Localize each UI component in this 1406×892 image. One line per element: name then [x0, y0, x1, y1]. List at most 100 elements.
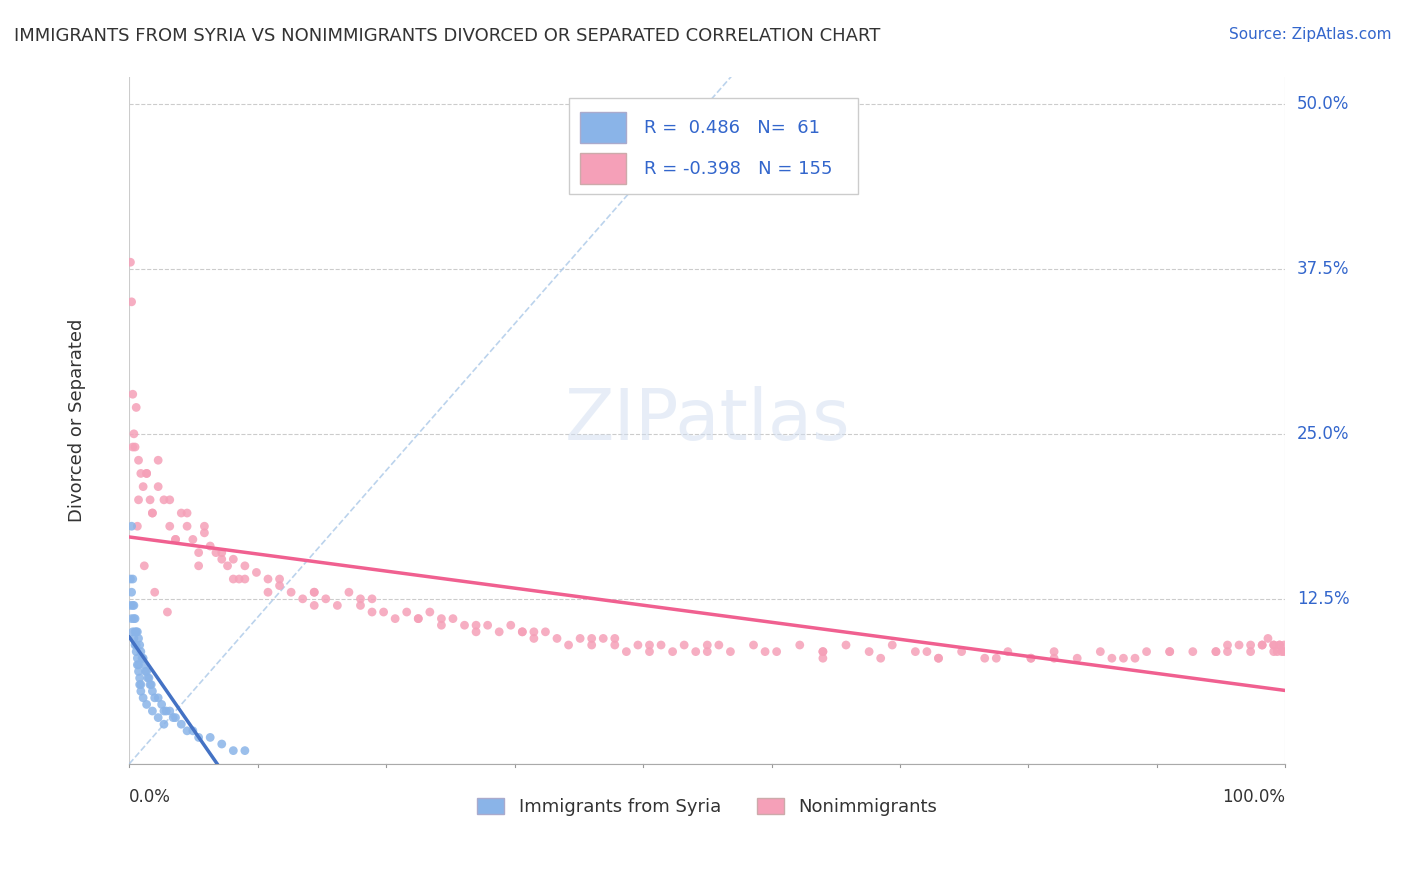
Point — [128, 671, 150, 685]
Point — [1159, 645, 1181, 659]
Point — [187, 731, 209, 745]
Point — [1268, 638, 1291, 652]
Point — [245, 566, 267, 580]
Point — [124, 624, 146, 639]
Point — [789, 638, 811, 652]
Point — [170, 717, 193, 731]
Point — [159, 492, 181, 507]
Point — [361, 605, 384, 619]
Text: 0.0%: 0.0% — [129, 788, 172, 805]
Point — [211, 552, 233, 566]
Point — [124, 638, 146, 652]
Point — [465, 624, 488, 639]
Point — [121, 599, 143, 613]
Text: IMMIGRANTS FROM SYRIA VS NONIMMIGRANTS DIVORCED OR SEPARATED CORRELATION CHART: IMMIGRANTS FROM SYRIA VS NONIMMIGRANTS D… — [14, 27, 880, 45]
Point — [205, 546, 228, 560]
Point — [165, 533, 187, 547]
FancyBboxPatch shape — [581, 112, 626, 143]
Point — [1227, 638, 1250, 652]
Point — [143, 585, 166, 599]
Point — [927, 651, 949, 665]
Point — [187, 558, 209, 573]
Point — [315, 591, 337, 606]
Point — [124, 440, 146, 454]
Point — [257, 585, 280, 599]
Point — [811, 645, 834, 659]
Point — [1251, 638, 1274, 652]
Point — [127, 624, 149, 639]
Point — [973, 651, 995, 665]
Point — [765, 645, 787, 659]
Point — [132, 690, 155, 705]
Point — [134, 657, 156, 672]
Point — [1263, 638, 1285, 652]
Point — [131, 651, 153, 665]
Point — [128, 492, 150, 507]
Point — [592, 632, 614, 646]
Point — [603, 632, 626, 646]
Point — [523, 624, 546, 639]
Point — [193, 525, 215, 540]
Point — [141, 506, 163, 520]
Point — [176, 506, 198, 520]
Point — [138, 671, 160, 685]
Point — [156, 605, 179, 619]
Legend: Immigrants from Syria, Nonimmigrants: Immigrants from Syria, Nonimmigrants — [470, 790, 945, 823]
Point — [198, 539, 221, 553]
Point — [581, 632, 603, 646]
Point — [120, 255, 142, 269]
Point — [134, 558, 156, 573]
Point — [406, 612, 429, 626]
Point — [121, 440, 143, 454]
Point — [1019, 651, 1042, 665]
Point — [406, 612, 429, 626]
Point — [134, 665, 156, 679]
Point — [280, 585, 302, 599]
Point — [132, 651, 155, 665]
Point — [302, 585, 325, 599]
Point — [696, 638, 718, 652]
Point — [1066, 651, 1088, 665]
Point — [121, 572, 143, 586]
Point — [153, 492, 176, 507]
Point — [638, 638, 661, 652]
Point — [127, 519, 149, 533]
Point — [141, 684, 163, 698]
Point — [915, 645, 938, 659]
Point — [1272, 645, 1295, 659]
Point — [222, 552, 245, 566]
Point — [603, 638, 626, 652]
Point — [835, 638, 858, 652]
Point — [170, 506, 193, 520]
Point — [121, 387, 143, 401]
Point — [146, 690, 169, 705]
Point — [650, 638, 672, 652]
Point — [233, 558, 256, 573]
Point — [858, 645, 880, 659]
Point — [139, 492, 162, 507]
Point — [233, 744, 256, 758]
Point — [143, 690, 166, 705]
Point — [337, 585, 360, 599]
Point — [132, 480, 155, 494]
Point — [165, 533, 187, 547]
Point — [882, 638, 904, 652]
Point — [193, 519, 215, 533]
FancyBboxPatch shape — [568, 98, 858, 194]
FancyBboxPatch shape — [581, 153, 626, 184]
Point — [122, 426, 145, 441]
Point — [129, 684, 152, 698]
Point — [1123, 651, 1146, 665]
Point — [1159, 645, 1181, 659]
Point — [153, 717, 176, 731]
Point — [128, 657, 150, 672]
Point — [661, 645, 683, 659]
Point — [1268, 638, 1291, 652]
Point — [181, 723, 204, 738]
Point — [135, 467, 157, 481]
Text: R = -0.398   N = 155: R = -0.398 N = 155 — [644, 160, 832, 178]
Point — [269, 579, 291, 593]
Point — [1239, 638, 1261, 652]
Point — [187, 546, 209, 560]
Point — [1019, 651, 1042, 665]
